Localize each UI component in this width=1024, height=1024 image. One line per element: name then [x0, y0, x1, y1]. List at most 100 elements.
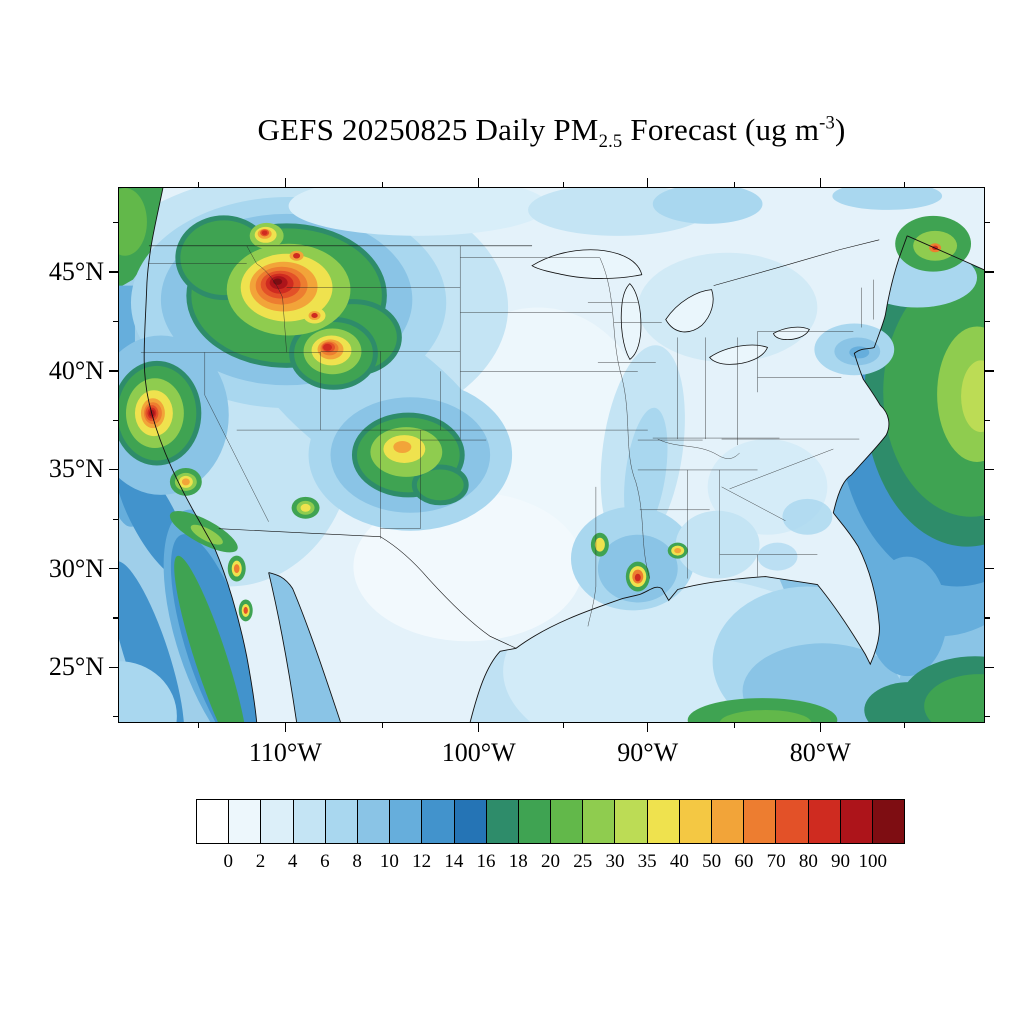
colorbar-cell: [679, 800, 712, 843]
lon-tick-label: 90°W: [617, 738, 679, 767]
colorbar-cell: [229, 800, 262, 843]
gulf-of-california: [268, 572, 341, 722]
lon-major-tick: [819, 178, 822, 187]
colorbar-tick-label: 20: [541, 851, 560, 872]
colorbar-cell: [744, 800, 777, 843]
colorbar-tick-label: 25: [573, 851, 593, 872]
lon-tick-label: 100°W: [441, 738, 516, 767]
great-lakes: [531, 249, 810, 365]
colorbar-cell: [261, 800, 294, 843]
state-borders: [140, 245, 874, 627]
colorbar-cell: [712, 800, 745, 843]
colorbar-cell: [325, 800, 358, 843]
colorbar-cell: [583, 800, 616, 843]
colorbar-cell: [776, 800, 809, 843]
colorbar-tick-label: 8: [352, 851, 362, 872]
colorbar-tick-label: 4: [287, 851, 298, 872]
lat-major-tick: [985, 666, 994, 668]
colorbar-tick-label: 70: [766, 851, 786, 872]
lat-minor-tick: [985, 419, 990, 421]
colorbar-cell: [293, 800, 326, 843]
colorbar-tick-label: 100: [858, 851, 888, 872]
colorbar-tick-label: 30: [605, 851, 625, 872]
lat-major-tick: [985, 468, 994, 471]
colorbar-cell: [840, 800, 873, 843]
colorbar-tick-label: 6: [320, 851, 330, 872]
colorbar-tick-label: 0: [223, 851, 233, 872]
lon-major-tick: [646, 723, 649, 732]
us-map-svg: [119, 188, 984, 722]
lat-major-tick: [109, 567, 118, 570]
lon-minor-tick: [733, 182, 736, 187]
figure-title: GEFS 20250825 Daily PM2.5 Forecast (ug m…: [118, 112, 985, 153]
lat-minor-tick: [985, 715, 990, 718]
lon-major-tick: [819, 723, 822, 732]
lon-minor-tick: [198, 182, 200, 187]
colorbar-cell: [551, 800, 584, 843]
colorbar-cell: [808, 800, 841, 843]
lon-tick-label: 80°W: [789, 738, 851, 767]
lat-major-tick: [109, 666, 118, 668]
colorbar-tick-label: 80: [798, 851, 818, 872]
map-plot: [118, 187, 985, 723]
colorbar-cell: [454, 800, 487, 843]
colorbar-tick-label: 90: [831, 851, 851, 872]
lat-major-tick: [109, 271, 118, 273]
lon-minor-tick: [563, 723, 565, 728]
lat-major-tick: [985, 271, 994, 273]
lon-major-tick: [646, 178, 649, 187]
lat-tick-label: 40°N: [48, 355, 104, 385]
colorbar-tick-label: 18: [508, 851, 528, 872]
colorbar-tick-label: 60: [734, 851, 754, 872]
lat-minor-tick: [113, 419, 118, 421]
colorbar-tick-label: 50: [702, 851, 722, 872]
colorbar-tick-label: 10: [379, 851, 399, 872]
lon-major-tick: [284, 723, 287, 732]
lon-tick-label: 110°W: [248, 738, 322, 767]
colorbar: [196, 799, 905, 844]
lat-major-tick: [109, 370, 118, 372]
lon-minor-tick: [903, 723, 905, 728]
lon-minor-tick: [563, 182, 565, 187]
lat-minor-tick: [113, 518, 118, 520]
colorbar-cell: [390, 800, 423, 843]
lat-minor-tick: [985, 320, 990, 323]
lat-major-tick: [985, 370, 994, 372]
lat-major-tick: [985, 567, 994, 570]
lat-tick-label: 45°N: [48, 257, 104, 287]
lat-minor-tick: [113, 222, 118, 224]
lon-minor-tick: [903, 182, 905, 187]
coastlines: [143, 188, 984, 722]
lat-minor-tick: [113, 617, 118, 619]
colorbar-tick-label: 35: [637, 851, 657, 872]
lon-major-tick: [477, 178, 480, 187]
lat-tick-label: 25°N: [48, 652, 104, 682]
lat-major-tick: [109, 468, 118, 471]
lat-minor-tick: [985, 617, 990, 619]
title-superscript: -3: [819, 112, 836, 134]
colorbar-tick-label: 16: [476, 851, 496, 872]
colorbar-cell: [357, 800, 391, 843]
colorbar-cell: [486, 800, 519, 843]
lon-minor-tick: [381, 182, 384, 187]
lon-major-tick: [477, 723, 480, 732]
lat-tick-label: 35°N: [48, 454, 104, 484]
colorbar-tick-label: 14: [444, 851, 464, 872]
colorbar-tick-label: 12: [412, 851, 432, 872]
lat-minor-tick: [113, 320, 118, 323]
colorbar-cell: [518, 800, 552, 843]
title-subscript: 2.5: [598, 131, 623, 153]
lon-minor-tick: [198, 723, 200, 728]
colorbar-cell: [615, 800, 648, 843]
colorbar-labels: 0 2 4 6 8 10 12 14 16 18 20 25 30 35 40 50 60 70 80 90 100: [196, 851, 905, 877]
title-middle: Forecast (ug m: [622, 112, 820, 147]
lat-tick-label: 30°N: [48, 553, 104, 583]
colorbar-cell: [872, 800, 905, 843]
colorbar-tick-label: 2: [255, 851, 266, 872]
lat-minor-tick: [113, 715, 118, 718]
international-borders: [148, 239, 880, 649]
title-prefix: GEFS 20250825 Daily PM: [257, 112, 599, 147]
colorbar-cell: [197, 800, 230, 843]
colorbar-cell: [647, 800, 680, 843]
